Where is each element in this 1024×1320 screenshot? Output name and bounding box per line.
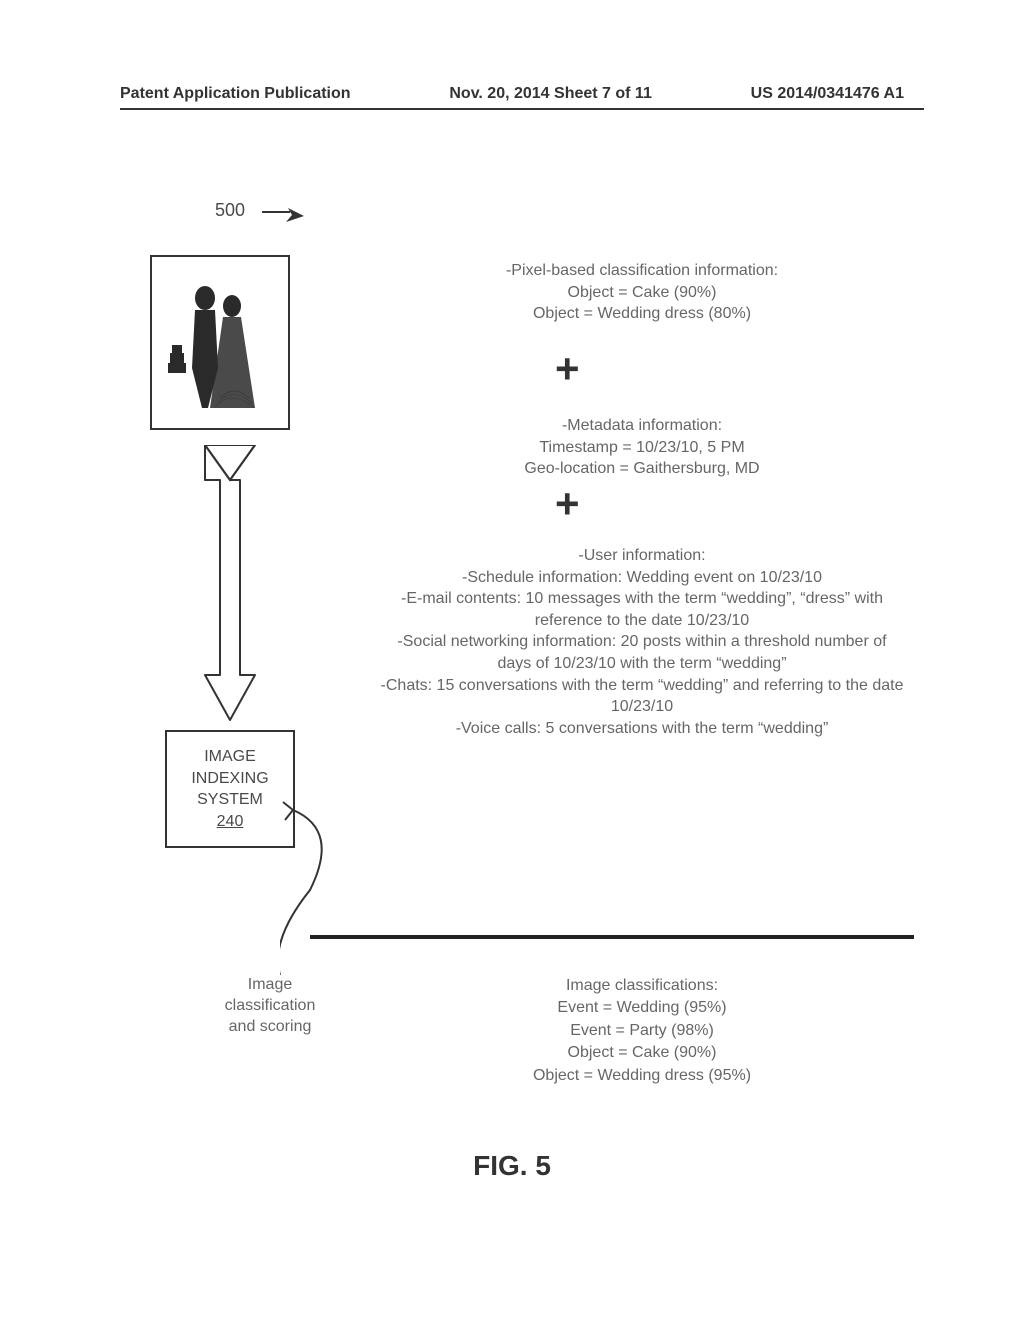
header-rule [120, 108, 924, 110]
block-line: -E-mail contents: 10 messages with the t… [380, 588, 904, 631]
block-line: Geo-location = Gaithersburg, MD [380, 458, 904, 480]
system-box-refnum: 240 [175, 811, 285, 833]
system-box-line: INDEXING [175, 768, 285, 790]
figure-label: FIG. 5 [0, 1150, 1024, 1182]
caption-line: Image [195, 975, 345, 996]
flow-arrow-icon [195, 445, 265, 725]
curve-connector-icon [280, 780, 360, 980]
divider-line [310, 935, 914, 939]
header-center: Nov. 20, 2014 Sheet 7 of 11 [449, 85, 651, 103]
results-line: Event = Party (98%) [380, 1020, 904, 1042]
results-block: Image classifications: Event = Wedding (… [380, 975, 904, 1087]
system-box-line: IMAGE [175, 746, 285, 768]
system-box-line: SYSTEM [175, 789, 285, 811]
block-line: -Social networking information: 20 posts… [380, 631, 904, 674]
reference-arrow-icon [260, 208, 310, 230]
block-line: Object = Wedding dress (80%) [380, 303, 904, 325]
header-right: US 2014/0341476 A1 [751, 85, 904, 103]
block-line: -Chats: 15 conversations with the term “… [380, 675, 904, 718]
block-title: -Pixel-based classification information: [380, 260, 904, 282]
results-title: Image classifications: [380, 975, 904, 997]
caption-line: and scoring [195, 1017, 345, 1038]
block-title: -Metadata information: [380, 415, 904, 437]
block-line: -Voice calls: 5 conversations with the t… [380, 718, 904, 740]
sample-image-frame [150, 255, 290, 430]
plus-icon: + [555, 480, 580, 528]
diagram-reference-number: 500 [215, 200, 245, 221]
image-indexing-system-box: IMAGE INDEXING SYSTEM 240 [165, 730, 295, 848]
results-line: Event = Wedding (95%) [380, 997, 904, 1019]
user-info-block: -User information: -Schedule information… [380, 545, 904, 739]
scoring-caption: Image classification and scoring [195, 975, 345, 1037]
wedding-photo-placeholder [158, 263, 282, 422]
header-left: Patent Application Publication [120, 85, 351, 103]
results-line: Object = Wedding dress (95%) [380, 1065, 904, 1087]
block-line: Timestamp = 10/23/10, 5 PM [380, 437, 904, 459]
metadata-block: -Metadata information: Timestamp = 10/23… [380, 415, 904, 480]
pixel-classification-block: -Pixel-based classification information:… [380, 260, 904, 325]
block-line: -Schedule information: Wedding event on … [380, 567, 904, 589]
block-line: Object = Cake (90%) [380, 282, 904, 304]
caption-line: classification [195, 996, 345, 1017]
plus-icon: + [555, 345, 580, 393]
results-line: Object = Cake (90%) [380, 1042, 904, 1064]
page-header: Patent Application Publication Nov. 20, … [0, 85, 1024, 103]
block-title: -User information: [380, 545, 904, 567]
